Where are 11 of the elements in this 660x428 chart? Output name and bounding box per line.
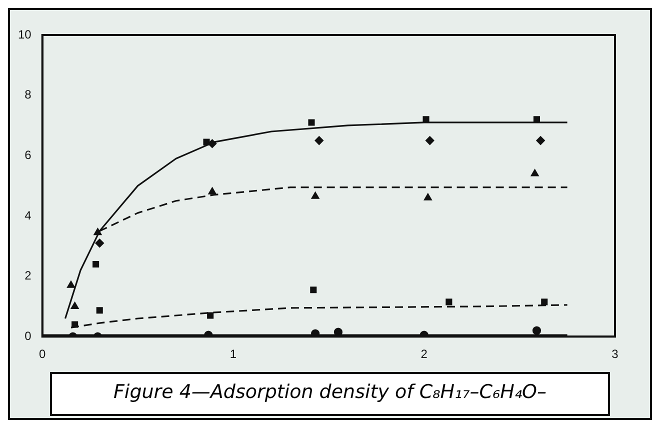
y-tick-label: 6 [24,148,32,162]
y-tick-label: 10 [18,27,32,42]
x-tick-label: 3 [612,347,619,362]
y-tick-label: 4 [24,208,32,222]
y-tick-label: 2 [24,268,32,283]
y-tick-label: 0 [24,328,32,343]
text: Figure 4—Adsorption density of C₈H₁₇–C₆H₄O– [50,372,610,416]
x-tick-label: 1 [230,347,237,362]
y-tick-label: 8 [24,88,32,102]
x-tick-label: 0 [39,347,46,362]
x-tick-label: 2 [420,347,428,362]
